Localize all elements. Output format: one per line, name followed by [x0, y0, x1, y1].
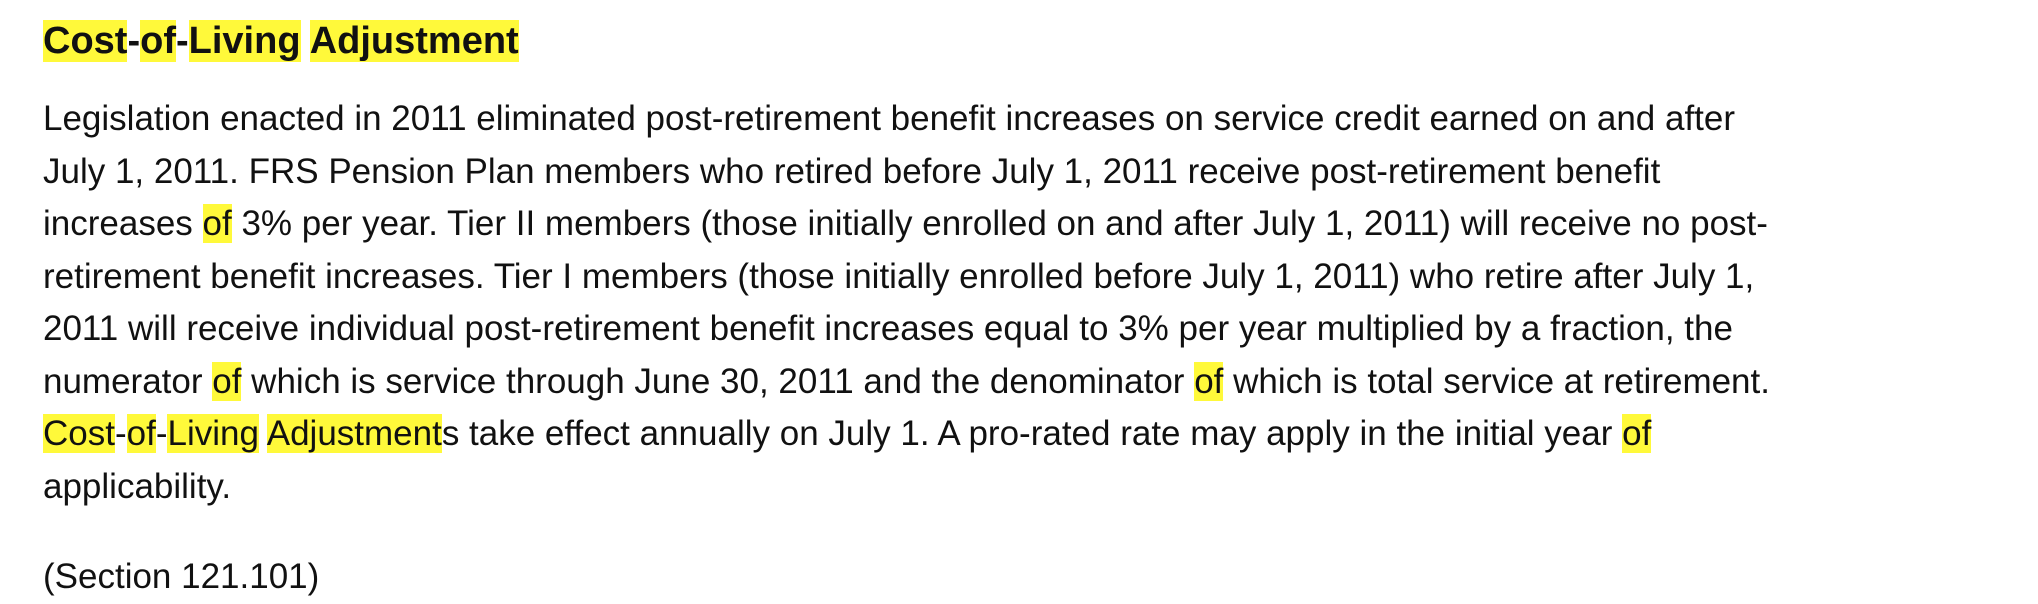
text-run: retirement benefit increases. Tier I mem… [43, 256, 1755, 296]
text-run: applicability. [43, 466, 232, 506]
paragraph-line: Legislation enacted in 2011 eliminated p… [43, 93, 2003, 146]
text-run: which is service through June 30, 2011 a… [241, 361, 1195, 401]
highlighted-text: Living [188, 20, 301, 62]
text-run: Legislation enacted in 2011 eliminated p… [43, 99, 1736, 138]
text-run: numerator [43, 361, 213, 401]
text-run [301, 20, 310, 62]
text-run: s take effect annually on July 1. A pro-… [441, 414, 1623, 453]
text-run: - [114, 414, 127, 453]
section-heading: Cost-of-Living Adjustment [43, 16, 2003, 66]
highlighted-text: of [1194, 361, 1224, 401]
highlighted-text: of [140, 20, 176, 62]
text-run: July 1, 2011. FRS Pension Plan members w… [43, 151, 1661, 191]
text-run: 2011 will receive individual post-retire… [43, 309, 1733, 348]
highlighted-text: of [212, 361, 242, 401]
section-reference: (Section 121.101) [43, 557, 320, 596]
paragraph-line: applicability. [43, 461, 2003, 514]
text-run [259, 414, 267, 453]
text-run: - [175, 20, 189, 62]
highlighted-text: Cost [43, 20, 128, 62]
paragraph-line: Cost-of-Living Adjustments take effect a… [43, 408, 2003, 461]
paragraph-line: retirement benefit increases. Tier I mem… [43, 251, 2003, 304]
paragraph-line: numerator of which is service through Ju… [43, 356, 2003, 409]
highlighted-text: Cost [43, 414, 115, 453]
text-run: which is total service at retirement. [1223, 361, 1770, 401]
highlighted-text: of [202, 204, 232, 243]
highlighted-text: Adjustment [309, 20, 519, 62]
paragraph-line: 2011 will receive individual post-retire… [43, 303, 2003, 356]
document: Cost-of-Living Adjustment Legislation en… [43, 16, 2003, 603]
text-run: increases [43, 204, 203, 243]
text-run: - [155, 414, 168, 453]
highlighted-text: of [1622, 414, 1652, 453]
highlighted-text: Adjustment [266, 414, 442, 453]
text-run: - [127, 20, 141, 62]
paragraph-line: July 1, 2011. FRS Pension Plan members w… [43, 146, 2003, 199]
body-paragraph: Legislation enacted in 2011 eliminated p… [43, 93, 2003, 513]
highlighted-text: of [126, 414, 156, 453]
text-run: 3% per year. Tier II members (those init… [231, 204, 1768, 243]
highlighted-text: Living [167, 414, 259, 453]
paragraph-line: increases of 3% per year. Tier II member… [43, 198, 2003, 251]
